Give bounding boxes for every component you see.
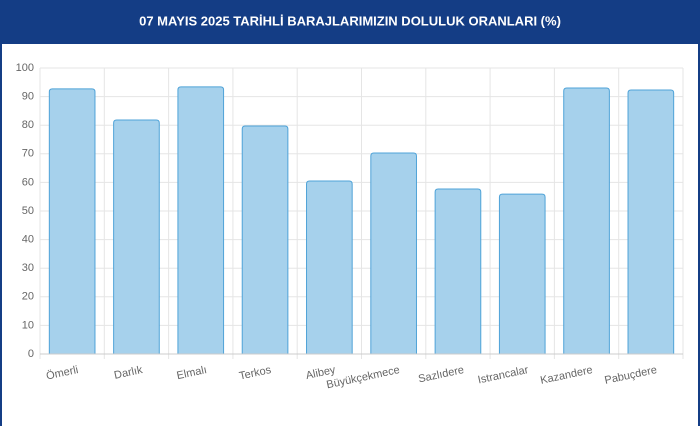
title-bar [0, 0, 700, 44]
bar [434, 188, 482, 354]
bar [563, 87, 610, 354]
y-tick-label: 100 [16, 62, 34, 74]
bar [306, 180, 353, 354]
bar [241, 125, 289, 354]
x-tick-label: Darlık [113, 364, 144, 382]
bar [48, 88, 96, 354]
bar [498, 193, 546, 354]
y-tick-label: 60 [22, 176, 34, 188]
y-tick-label: 0 [28, 348, 34, 360]
y-tick-label: 10 [22, 319, 34, 331]
y-tick-label: 90 [22, 91, 34, 103]
y-tick-label: 80 [22, 119, 34, 131]
y-tick-label: 20 [22, 291, 34, 303]
bar [177, 86, 225, 354]
chart-title: 07 MAYIS 2025 TARİHLİ BARAJLARIMIZIN DOL… [139, 13, 561, 28]
y-tick-label: 50 [22, 205, 34, 217]
bar [370, 152, 417, 354]
y-tick-label: 40 [22, 234, 34, 246]
y-tick-label: 30 [22, 262, 34, 274]
bar [627, 89, 675, 354]
y-tick-label: 70 [22, 148, 34, 160]
bar [113, 119, 160, 354]
